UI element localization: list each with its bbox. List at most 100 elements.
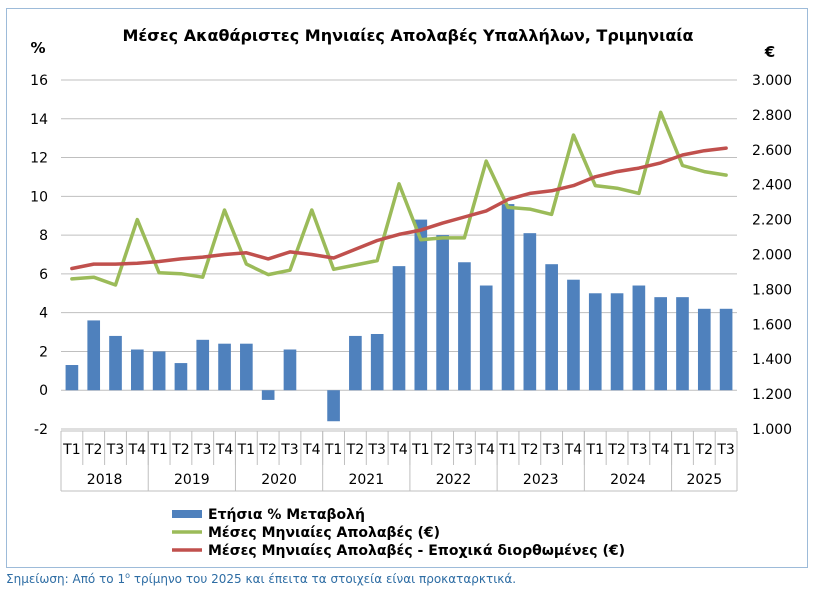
bar [523, 233, 537, 391]
quarter-label: T2 [520, 442, 538, 458]
quarter-label: T1 [673, 442, 691, 458]
quarter-label: T1 [586, 442, 604, 458]
legend-label: Μέσες Μηνιαίες Απολαβές - Εποχικά διορθω… [208, 543, 625, 559]
footnote-prefix: Σημείωση: Από το 1 [6, 572, 126, 586]
bar [392, 266, 406, 391]
bar [632, 285, 646, 391]
year-label: 2020 [261, 472, 297, 488]
bar [152, 351, 166, 391]
bar [719, 308, 733, 391]
quarter-label: T2 [171, 442, 189, 458]
quarter-label: T3 [716, 442, 734, 458]
quarter-label: T4 [302, 442, 321, 458]
bar [414, 219, 428, 391]
quarter-label: T3 [280, 442, 298, 458]
bar [501, 204, 515, 391]
year-label: 2023 [523, 472, 559, 488]
quarter-label: T3 [629, 442, 647, 458]
left-tick-label: 14 [30, 112, 48, 128]
year-label: 2018 [87, 472, 123, 488]
year-label: 2021 [348, 472, 384, 488]
left-tick-label: 10 [30, 189, 48, 205]
quarter-label: T4 [564, 442, 583, 458]
footnote-superscript: ο [125, 571, 130, 580]
year-label: 2022 [436, 472, 472, 488]
right-tick-label: 2.400 [752, 178, 792, 194]
right-tick-label: 2.800 [752, 108, 792, 124]
right-axis-unit: € [764, 43, 775, 61]
quarter-label: T2 [84, 442, 102, 458]
quarter-label: T4 [215, 442, 234, 458]
legend-label: Ετήσια % Μεταβολή [208, 507, 365, 523]
bar [567, 279, 580, 391]
quarter-label: T1 [411, 442, 429, 458]
bar [109, 335, 122, 391]
bar [130, 349, 144, 391]
quarter-label: T2 [258, 442, 276, 458]
quarter-label: T3 [542, 442, 560, 458]
right-tick-label: 2.600 [752, 143, 792, 159]
bar [174, 363, 188, 391]
bar [610, 293, 624, 391]
quarter-label: T3 [455, 442, 473, 458]
year-label: 2024 [610, 472, 646, 488]
footnote: Σημείωση: Από το 1ο τρίμηνο του 2025 και… [6, 571, 516, 586]
bar [697, 308, 711, 391]
year-label: 2025 [686, 472, 722, 488]
left-tick-label: 16 [30, 73, 48, 89]
year-label: 2019 [174, 472, 210, 488]
right-tick-label: 2.000 [752, 248, 792, 264]
left-axis-unit: % [30, 39, 45, 57]
right-tick-label: 1.400 [752, 352, 792, 368]
left-tick-label: 6 [39, 267, 48, 283]
bar [196, 339, 210, 391]
footnote-suffix: τρίμηνο του 2025 και έπειτα τα στοιχεία … [130, 572, 517, 586]
quarter-label: T2 [433, 442, 451, 458]
right-tick-label: 3.000 [752, 73, 792, 89]
quarter-label: T1 [149, 442, 167, 458]
bar [545, 264, 558, 391]
bar [370, 333, 384, 391]
bar [479, 285, 493, 391]
line-series-seasonally-adjusted [70, 146, 728, 271]
bar [349, 335, 362, 391]
right-tick-label: 1.800 [752, 282, 792, 298]
legend-label: Μέσες Μηνιαίες Απολαβές (€) [208, 525, 440, 541]
quarter-label: T3 [106, 442, 124, 458]
bar [65, 365, 79, 391]
quarter-label: T1 [62, 442, 80, 458]
left-tick-label: 2 [39, 344, 48, 360]
bar [676, 297, 689, 391]
quarter-label: T1 [237, 442, 255, 458]
quarter-label: T2 [607, 442, 625, 458]
quarter-label: T1 [324, 442, 342, 458]
chart-title: Μέσες Ακαθάριστες Μηνιαίες Απολαβές Υπαλ… [122, 26, 693, 45]
bar [588, 293, 602, 391]
bar [327, 390, 340, 422]
bar [436, 235, 449, 391]
right-tick-label: 1.200 [752, 387, 792, 403]
bar [654, 297, 668, 391]
quarter-label: T4 [476, 442, 495, 458]
bar [458, 262, 471, 391]
legend-swatch-bar [172, 510, 202, 518]
quarter-label: T2 [346, 442, 364, 458]
chart-frame [6, 8, 808, 568]
right-tick-label: 1.600 [752, 317, 792, 333]
right-tick-label: 1.000 [752, 422, 792, 438]
left-tick-label: 8 [39, 228, 48, 244]
left-tick-label: 12 [30, 151, 48, 167]
quarter-label: T2 [695, 442, 713, 458]
quarter-label: T1 [498, 442, 516, 458]
quarter-label: T4 [651, 442, 670, 458]
bar [283, 349, 297, 391]
quarter-label: T4 [389, 442, 408, 458]
left-tick-label: 4 [39, 306, 48, 322]
left-tick-label: -2 [34, 422, 48, 438]
bar [218, 343, 231, 391]
line-series-raw [70, 110, 728, 287]
bar [261, 390, 275, 400]
quarter-label: T3 [367, 442, 385, 458]
bar [87, 320, 101, 391]
